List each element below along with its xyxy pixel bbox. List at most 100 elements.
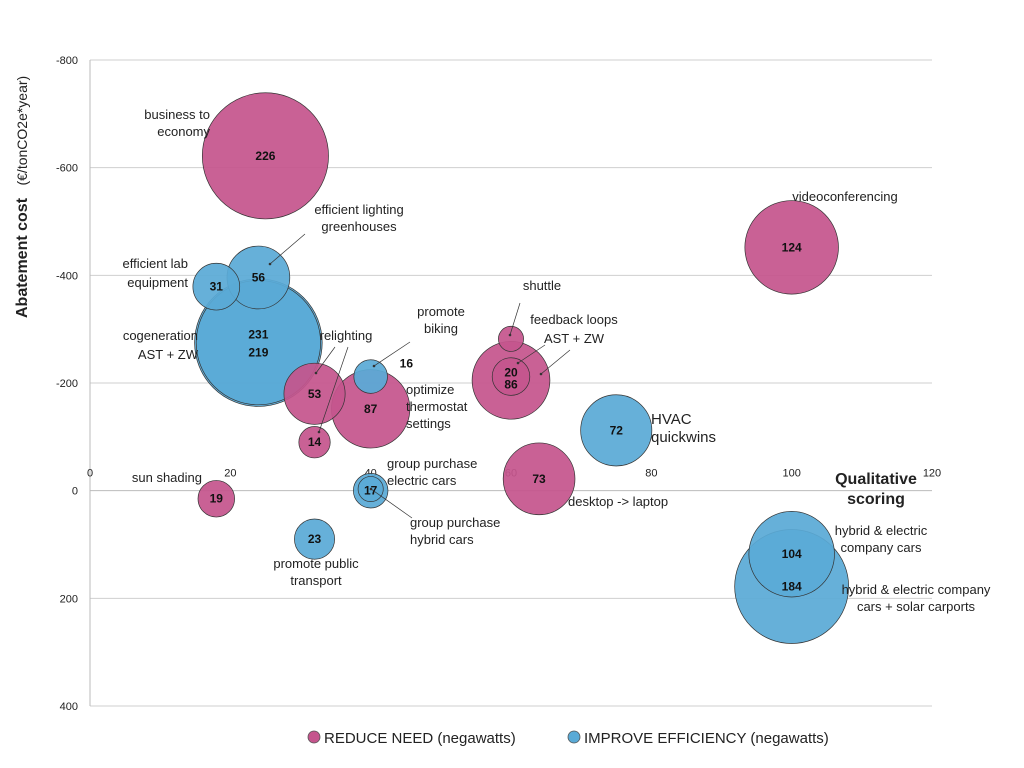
annotation-label: greenhouses: [321, 219, 397, 234]
bubble-19: [197, 480, 235, 518]
annotation-label: feedback loops: [530, 312, 618, 327]
annotation-leader-dot: [539, 372, 543, 376]
bubble-124: [744, 200, 839, 295]
y-tick-label: 0: [72, 486, 78, 498]
y-axis-label: Abatement cost: [14, 197, 31, 318]
annotation-leader-line: [370, 488, 413, 519]
annotation-label: group purchase: [410, 515, 500, 530]
annotation-leader-line: [269, 233, 306, 265]
bubble-value-label: 231: [248, 328, 268, 342]
y-tick-label: 400: [60, 701, 78, 713]
annotation-leader-dot: [516, 361, 520, 365]
bubble-value-label: 31: [210, 280, 224, 294]
bubble-72: [580, 394, 653, 467]
annotation-label: electric cars: [387, 473, 457, 488]
legend-label-reduce-need: REDUCE NEED (negawatts): [324, 730, 516, 747]
bubble-value-label: 87: [364, 402, 378, 416]
bubble-value-label: 104: [782, 547, 802, 561]
annotation-label: settings: [406, 416, 451, 431]
annotation-leader-line: [517, 344, 546, 364]
annotation-label: cogeneration: [123, 328, 198, 343]
bubble-value-label: 23: [308, 532, 322, 546]
annotation-leader-line: [540, 349, 571, 375]
annotation-label: business to: [144, 107, 210, 122]
bubble-16: [353, 359, 388, 394]
bubble-value-label: 14: [308, 435, 322, 449]
x-tick-label: 80: [645, 468, 657, 480]
x-axis-label-line1: Qualitative: [835, 471, 917, 488]
bubble-value-label: 16: [400, 357, 414, 371]
annotation-label: economy: [157, 124, 210, 139]
bubble-small-10: [498, 325, 524, 352]
bubble-value-label: 53: [308, 387, 322, 401]
bubble-value-label: 19: [210, 492, 224, 506]
bubble-value-label: 73: [532, 472, 546, 486]
annotation-label: thermostat: [406, 399, 468, 414]
annotation-label: quickwins: [651, 429, 716, 446]
bubble-20: [491, 357, 531, 396]
annotation-label: sun shading: [132, 470, 202, 485]
annotation-label: optimize: [406, 382, 454, 397]
annotation-label: AST + ZW: [138, 347, 199, 362]
bubble-53: [283, 362, 346, 425]
annotation-label: shuttle: [523, 278, 561, 293]
annotation-label: AST + ZW: [544, 331, 605, 346]
annotation-leader-line: [373, 341, 411, 367]
annotation-label: efficient lab: [122, 256, 188, 271]
y-tick-label: -400: [56, 270, 78, 282]
bubble-value-label: 56: [252, 270, 266, 284]
annotation-label: relighting: [320, 328, 373, 343]
annotation-label: group purchase: [387, 456, 477, 471]
annotation-leader-dot: [508, 333, 512, 337]
annotation-leader-line: [509, 302, 521, 336]
annotation-label: hybrid & electric company: [842, 582, 991, 597]
bubble-73: [502, 442, 576, 516]
bubble-31: [192, 262, 241, 311]
bubble-value-label: 72: [610, 423, 624, 437]
annotation-leader-dot: [317, 430, 321, 434]
annotation-label: hybrid & electric: [835, 523, 928, 538]
y-tick-label: 200: [60, 593, 78, 605]
x-tick-label: 120: [923, 468, 941, 480]
svg-text:Abatement cost (€/tonCO2: Abatement cost (€/tonCO2e*year): [14, 76, 31, 318]
x-axis-label-line2: scoring: [847, 491, 905, 508]
annotation-label: promote: [417, 304, 465, 319]
annotation-label: videoconferencing: [792, 189, 898, 204]
bubble-226: [201, 92, 329, 220]
annotation-label: desktop -> laptop: [568, 494, 668, 509]
annotation-leader-dot: [369, 487, 373, 491]
annotations: business to economy videoconferencing effic…: [122, 107, 990, 614]
annotation-label: efficient lighting: [314, 202, 403, 217]
x-tick-label: 20: [224, 468, 236, 480]
x-tick-label: 100: [782, 468, 800, 480]
bubble-labels: 2261245631231219531487162086727319172310…: [210, 149, 802, 594]
y-tick-label: -800: [56, 55, 78, 67]
annotation-label: company cars: [841, 540, 922, 555]
annotation-leader-line: [315, 346, 336, 374]
bubble-23: [294, 518, 335, 560]
legend-marker-reduce-need: [307, 730, 321, 744]
legend-label-improve-efficiency: IMPROVE EFFICIENCY (negawatts): [584, 730, 829, 747]
annotation-label: hybrid cars: [410, 532, 474, 547]
bubbles: [192, 92, 850, 644]
legend-marker-improve-efficiency: [567, 730, 581, 744]
y-tick-label: -200: [56, 378, 78, 390]
x-tick-label: 0: [87, 468, 93, 480]
annotation-label: promote public: [273, 556, 359, 571]
bubble-value-label: 124: [782, 240, 802, 254]
y-axis-title: Abatement cost (€/tonCO2e*year): [14, 76, 31, 318]
annotation-label: transport: [290, 573, 342, 588]
bubble-104: [748, 511, 835, 598]
annotation-leader-dot: [268, 262, 272, 266]
legend: REDUCE NEED (negawatts) IMPROVE EFFICIEN…: [307, 730, 829, 747]
bubble-value-label: 17: [364, 484, 378, 498]
bubble-14: [298, 426, 331, 459]
bubble-value-label: 184: [782, 579, 802, 593]
bubble-value-label: 20: [504, 366, 518, 380]
y-axis-unit: (€/tonCO2e*year): [14, 76, 30, 186]
annotation-leader-dot: [314, 371, 318, 375]
annotation-label: cars + solar carports: [857, 599, 976, 614]
annotation-label: biking: [424, 321, 458, 336]
annotation-leader-line: [318, 346, 349, 433]
